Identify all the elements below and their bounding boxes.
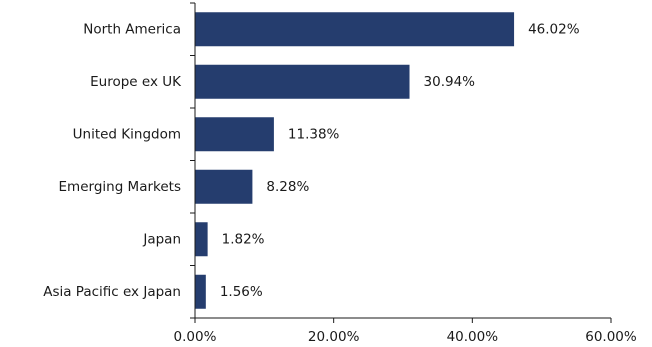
category-label-4: Japan (142, 231, 181, 247)
data-label-1: 30.94% (424, 74, 476, 90)
bar-4 (195, 222, 208, 257)
bar-3 (195, 169, 253, 204)
category-labels: North America Europe ex UK United Kingdom E… (43, 21, 182, 300)
x-axis-ticks: 0.00% 20.00% 40.00% 60.00% (174, 2, 637, 345)
data-label-0: 46.02% (528, 21, 580, 37)
bar-5 (195, 274, 206, 309)
bar-1 (195, 64, 410, 99)
category-label-3: Emerging Markets (59, 179, 181, 195)
x-tick-label-2: 40.00% (447, 329, 499, 345)
axes (194, 3, 611, 319)
category-label-0: North America (83, 21, 181, 37)
category-label-2: United Kingdom (73, 126, 181, 142)
x-tick-label-0: 0.00% (174, 329, 217, 345)
bar-2 (195, 117, 274, 152)
data-label-4: 1.82% (222, 231, 265, 247)
data-label-3: 8.28% (266, 179, 309, 195)
bars-group (195, 12, 515, 309)
x-tick-label-3: 60.00% (585, 329, 637, 345)
bar-0 (195, 12, 515, 47)
data-label-5: 1.56% (220, 284, 263, 300)
category-label-5: Asia Pacific ex Japan (43, 284, 181, 300)
category-label-1: Europe ex UK (90, 74, 182, 90)
data-label-2: 11.38% (288, 126, 340, 142)
x-tick-label-1: 20.00% (308, 329, 360, 345)
data-labels: 46.02% 30.94% 11.38% 8.28% 1.82% 1.56% (220, 21, 580, 300)
